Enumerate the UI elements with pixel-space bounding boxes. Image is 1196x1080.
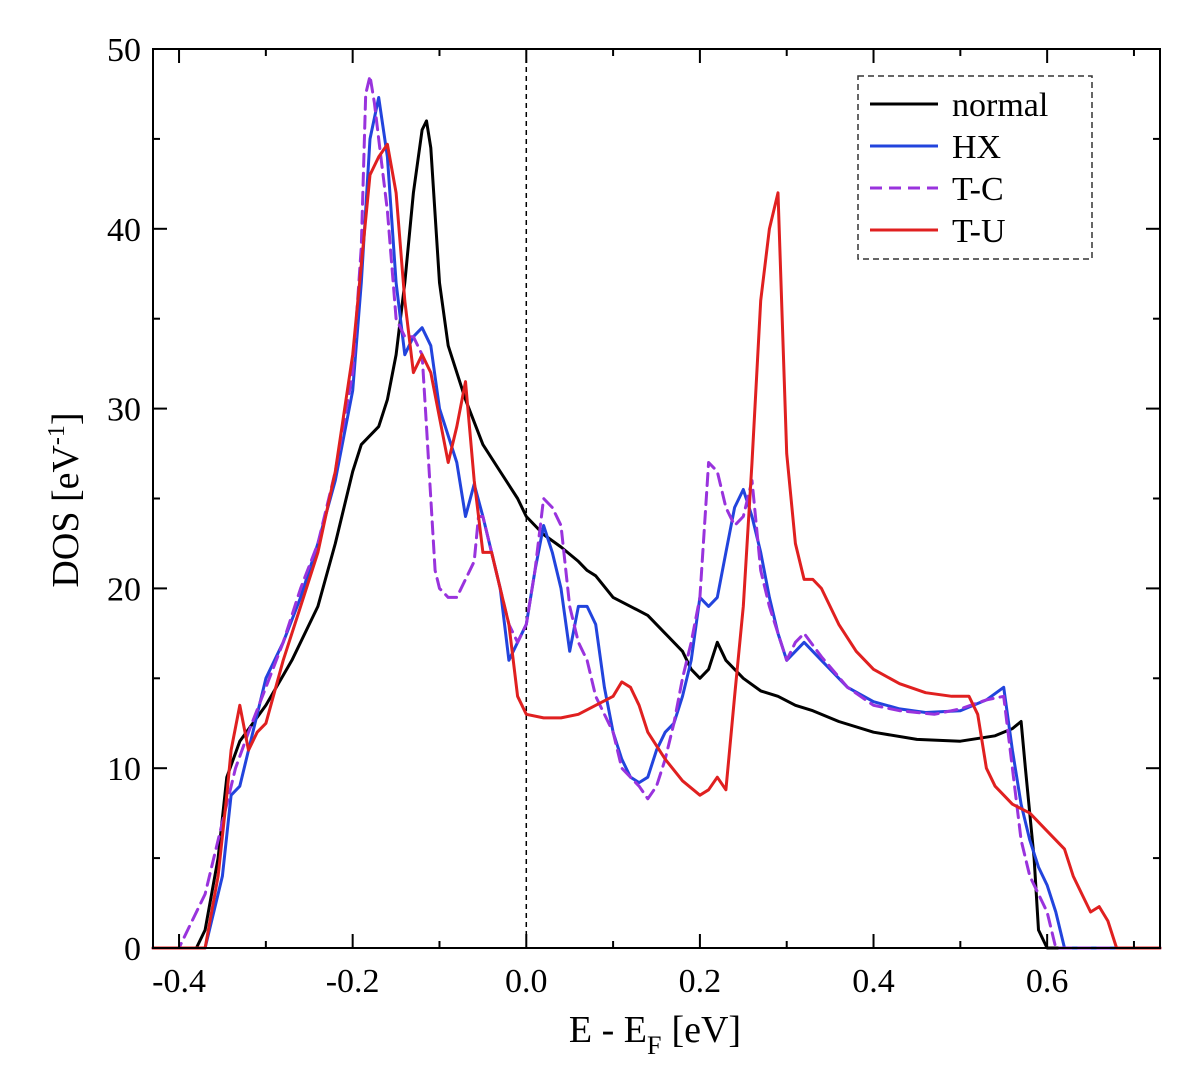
- y-tick-label: 50: [107, 32, 141, 69]
- x-tick-label: 0.6: [1026, 963, 1069, 1000]
- plot-frame: [152, 48, 1161, 949]
- y-axis-label: DOS [eV-1]: [44, 412, 87, 587]
- x-tick-labels: -0.4 -0.2 0.0 0.2 0.4 0.6: [152, 963, 1068, 1000]
- y-axis-label-sup: -1: [44, 425, 70, 445]
- x-axis-label-main: E - E: [569, 1009, 647, 1051]
- y-tick-label: 40: [107, 212, 141, 249]
- x-tick-label: 0.0: [505, 963, 548, 1000]
- y-axis-label-end: ]: [45, 412, 87, 425]
- legend-label-t-u: T-U: [952, 213, 1006, 250]
- legend-label-t-c: T-C: [952, 171, 1004, 208]
- legend: normal HX T-C T-U: [857, 75, 1093, 260]
- x-tick-label: -0.2: [326, 963, 380, 1000]
- y-tick-label: 20: [107, 571, 141, 608]
- y-tick-label: 0: [124, 931, 141, 968]
- y-tick-label: 10: [107, 751, 141, 788]
- legend-label-normal: normal: [952, 87, 1048, 124]
- legend-label-hx: HX: [952, 129, 1001, 166]
- y-axis-label-main: DOS [eV: [45, 445, 87, 588]
- x-tick-label: 0.4: [852, 963, 895, 1000]
- x-tick-label: 0.2: [679, 963, 722, 1000]
- x-axis-label-sub: F: [647, 1031, 661, 1060]
- y-tick-label: 30: [107, 392, 141, 429]
- tick-layer: [153, 48, 1160, 949]
- series-layer: [151, 74, 1162, 950]
- series-line-t-u: [151, 142, 1162, 950]
- y-tick-labels: 0 10 20 30 40 50: [107, 32, 141, 968]
- legend-items: normal HX T-C T-U: [870, 87, 1048, 250]
- series-line-t-c: [151, 74, 1162, 950]
- x-tick-label: -0.4: [152, 963, 206, 1000]
- series-line-normal: [151, 119, 1162, 950]
- x-axis-label: E - EF [eV]: [569, 1009, 741, 1060]
- x-axis-label-unit: [eV]: [671, 1009, 741, 1051]
